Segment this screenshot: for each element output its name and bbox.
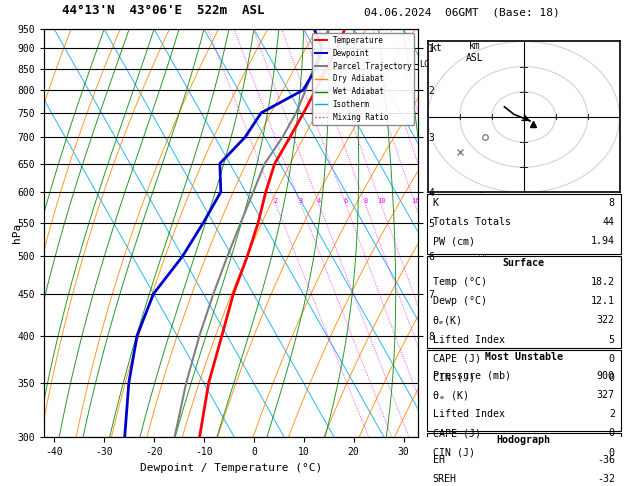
- Legend: Temperature, Dewpoint, Parcel Trajectory, Dry Adiabat, Wet Adiabat, Isotherm, Mi: Temperature, Dewpoint, Parcel Trajectory…: [312, 33, 415, 125]
- Text: CAPE (J): CAPE (J): [433, 429, 481, 438]
- Text: 327: 327: [597, 390, 615, 400]
- FancyBboxPatch shape: [426, 256, 621, 347]
- Text: K: K: [433, 198, 438, 208]
- Text: 8: 8: [363, 198, 367, 204]
- Y-axis label: km
ASL: km ASL: [465, 41, 483, 63]
- Text: -32: -32: [597, 474, 615, 484]
- FancyBboxPatch shape: [426, 434, 621, 486]
- Text: 3: 3: [299, 198, 303, 204]
- FancyBboxPatch shape: [426, 194, 621, 254]
- Text: 16: 16: [411, 198, 420, 204]
- Text: CIN (J): CIN (J): [433, 448, 474, 458]
- Text: SREH: SREH: [433, 474, 457, 484]
- Text: Dewp (°C): Dewp (°C): [433, 296, 486, 306]
- Text: 10: 10: [377, 198, 385, 204]
- X-axis label: Dewpoint / Temperature (°C): Dewpoint / Temperature (°C): [140, 463, 322, 473]
- Text: 1.94: 1.94: [591, 236, 615, 246]
- Text: PW (cm): PW (cm): [433, 236, 474, 246]
- Text: 0: 0: [609, 354, 615, 364]
- Text: θₑ(K): θₑ(K): [433, 315, 462, 325]
- Text: LCL: LCL: [419, 60, 434, 69]
- Text: 5: 5: [609, 334, 615, 345]
- FancyBboxPatch shape: [426, 349, 621, 431]
- Text: Temp (°C): Temp (°C): [433, 277, 486, 287]
- Text: -36: -36: [597, 454, 615, 465]
- Text: Lifted Index: Lifted Index: [433, 334, 504, 345]
- Text: 04.06.2024  06GMT  (Base: 18): 04.06.2024 06GMT (Base: 18): [364, 7, 560, 17]
- Text: 6: 6: [343, 198, 348, 204]
- Text: 0: 0: [609, 429, 615, 438]
- Text: EH: EH: [433, 454, 445, 465]
- Text: 2: 2: [609, 409, 615, 419]
- Text: Totals Totals: Totals Totals: [433, 217, 511, 227]
- Text: 2: 2: [274, 198, 278, 204]
- Text: 8: 8: [609, 198, 615, 208]
- Text: Most Unstable: Most Unstable: [484, 352, 563, 362]
- Text: 0: 0: [609, 373, 615, 383]
- Text: CAPE (J): CAPE (J): [433, 354, 481, 364]
- Text: Lifted Index: Lifted Index: [433, 409, 504, 419]
- Text: θₑ (K): θₑ (K): [433, 390, 469, 400]
- Text: 44: 44: [603, 217, 615, 227]
- Text: 4: 4: [317, 198, 321, 204]
- Text: Hodograph: Hodograph: [497, 435, 550, 445]
- Text: 18.2: 18.2: [591, 277, 615, 287]
- Text: kt: kt: [431, 43, 443, 53]
- Y-axis label: hPa: hPa: [11, 223, 21, 243]
- Text: 12.1: 12.1: [591, 296, 615, 306]
- Text: 44°13'N  43°06'E  522m  ASL: 44°13'N 43°06'E 522m ASL: [62, 4, 265, 17]
- Text: 322: 322: [597, 315, 615, 325]
- Text: 0: 0: [609, 448, 615, 458]
- Text: Surface: Surface: [503, 258, 545, 268]
- Text: Mixing Ratio (g/kg): Mixing Ratio (g/kg): [478, 182, 487, 284]
- Text: 900: 900: [597, 371, 615, 381]
- Text: Pressure (mb): Pressure (mb): [433, 371, 511, 381]
- Text: CIN (J): CIN (J): [433, 373, 474, 383]
